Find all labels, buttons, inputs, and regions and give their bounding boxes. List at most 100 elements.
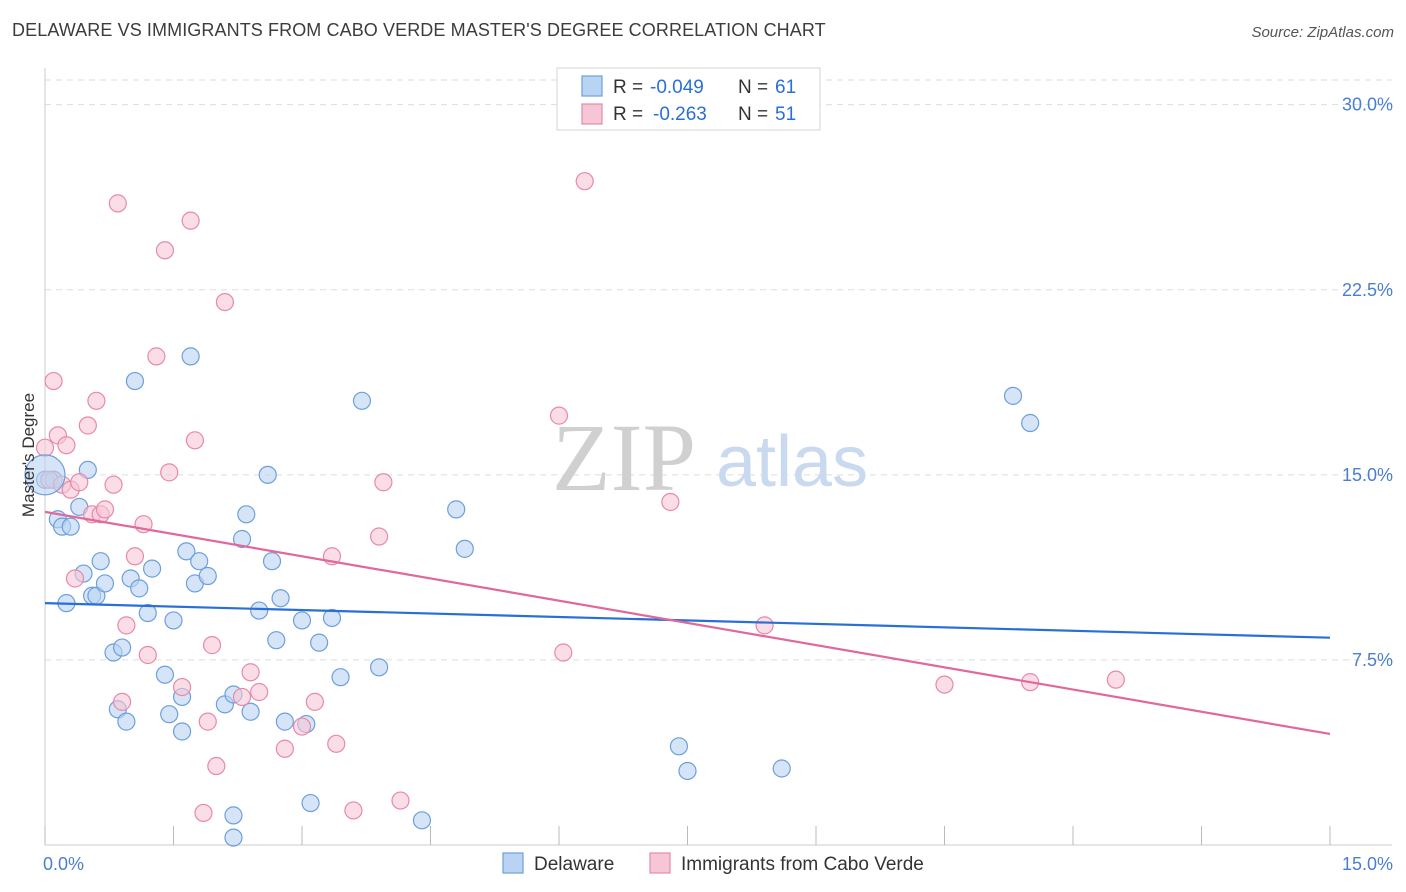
series-legend: Delaware Immigrants from Cabo Verde (502, 852, 924, 875)
x-tick-label: 0.0% (43, 854, 84, 874)
cabo-verde-point (155, 241, 175, 260)
gridlines (45, 79, 1392, 661)
delaware-point-large (24, 454, 66, 496)
cabo-verde-point (305, 692, 324, 711)
delaware-point (250, 601, 269, 620)
cabo-verde-point (215, 292, 234, 312)
cabo-verde-trend-line (44, 510, 1331, 736)
delaware-point (138, 603, 157, 623)
delaware-point (352, 391, 372, 410)
cabo-verde-point (554, 643, 573, 662)
cabo-verde-point (327, 734, 346, 753)
delaware-point (258, 465, 277, 484)
cabo-verde-point (138, 645, 157, 665)
cabo-verde-point (374, 473, 393, 492)
cabo-verde-point (207, 756, 226, 776)
legend-n-value-cabo: 51 (775, 104, 796, 125)
cabo-verde-point (104, 475, 123, 494)
delaware-point (322, 608, 342, 628)
bottom-legend-swatch-cabo (649, 852, 671, 874)
cabo-verde-point (344, 801, 363, 820)
cabo-verde-point (198, 712, 217, 731)
delaware-point (412, 811, 432, 830)
delaware-point (331, 668, 350, 687)
delaware-point (198, 566, 217, 586)
y-tick-label: 15.0% (1342, 465, 1393, 485)
y-tick-label: 30.0% (1342, 95, 1393, 115)
chart-title: DELAWARE VS IMMIGRANTS FROM CABO VERDE M… (12, 20, 826, 40)
cabo-verde-point (755, 616, 774, 635)
trend-lines (44, 510, 1331, 736)
cabo-verde-point (370, 527, 389, 546)
delaware-point (292, 611, 312, 630)
cabo-verde-point (181, 211, 200, 230)
delaware-point (241, 702, 260, 721)
bottom-legend-delaware: Delaware (534, 854, 614, 875)
delaware-point (155, 665, 175, 684)
cabo-verde-point (250, 682, 269, 702)
delaware-point (117, 712, 136, 731)
watermark-atlas: atlas (716, 422, 868, 502)
cabo-verde-point (232, 687, 252, 707)
tick-labels: 7.5% 15.0% 22.5% 30.0% 0.0% 15.0% (43, 95, 1393, 874)
cabo-verde-point (275, 739, 294, 758)
cabo-verde-point (44, 371, 63, 391)
cabo-verde-point (78, 416, 97, 435)
cabo-verde-point (549, 406, 569, 425)
delaware-point (224, 806, 243, 825)
cabo-verde-point (575, 172, 594, 191)
legend-r-value-cabo: -0.263 (653, 104, 707, 125)
delaware-trend-line (44, 602, 1331, 639)
delaware-point (91, 552, 110, 571)
delaware-point (271, 589, 290, 608)
correlation-legend: R = -0.049 N = 61 R = -0.263 N = 51 (556, 67, 821, 131)
delaware-point (1021, 413, 1040, 433)
delaware-point (61, 517, 80, 536)
delaware-point (112, 638, 132, 657)
cabo-verde-point (70, 473, 89, 492)
delaware-point (267, 631, 286, 650)
delaware-point (130, 579, 149, 598)
cabo-verde-point (292, 717, 312, 736)
delaware-point (160, 705, 179, 724)
bottom-legend-cabo: Immigrants from Cabo Verde (681, 854, 924, 875)
cabo-verde-point (35, 438, 55, 457)
x-tick-label: 15.0% (1342, 854, 1393, 874)
delaware-point (262, 552, 282, 571)
y-axis-label: Master's Degree (19, 393, 38, 517)
legend-n-value-delaware: 61 (775, 77, 796, 98)
delaware-point (142, 559, 162, 578)
delaware-point (190, 552, 209, 571)
cabo-verde-point (661, 492, 680, 512)
legend-r-label-delaware: R = (613, 77, 643, 98)
cabo-verde-point (241, 663, 260, 682)
delaware-point (678, 761, 697, 781)
delaware-point (447, 500, 466, 519)
delaware-point (78, 460, 97, 480)
delaware-point (275, 712, 294, 731)
y-tick-label: 7.5% (1352, 650, 1393, 670)
y-tick-label: 22.5% (1342, 280, 1393, 300)
data-points (24, 172, 1125, 847)
legend-n-label-cabo: N = (738, 104, 768, 125)
delaware-point (310, 633, 329, 652)
delaware-point (224, 828, 243, 847)
cabo-verde-point (202, 636, 222, 655)
delaware-point (1003, 386, 1023, 405)
cabo-verde-point (112, 692, 132, 711)
cabo-verde-point (160, 463, 179, 482)
cabo-verde-point (1106, 670, 1125, 689)
watermark: ZIP atlas (552, 404, 868, 511)
delaware-point (455, 539, 474, 558)
delaware-point (164, 611, 183, 630)
delaware-point (172, 722, 192, 741)
cabo-verde-point (391, 791, 410, 810)
delaware-point (181, 347, 200, 366)
delaware-point (669, 737, 689, 756)
cabo-verde-point (172, 677, 192, 697)
cabo-verde-point (108, 194, 127, 213)
delaware-point (125, 371, 145, 391)
delaware-point (772, 759, 791, 778)
cabo-verde-point (87, 391, 106, 410)
